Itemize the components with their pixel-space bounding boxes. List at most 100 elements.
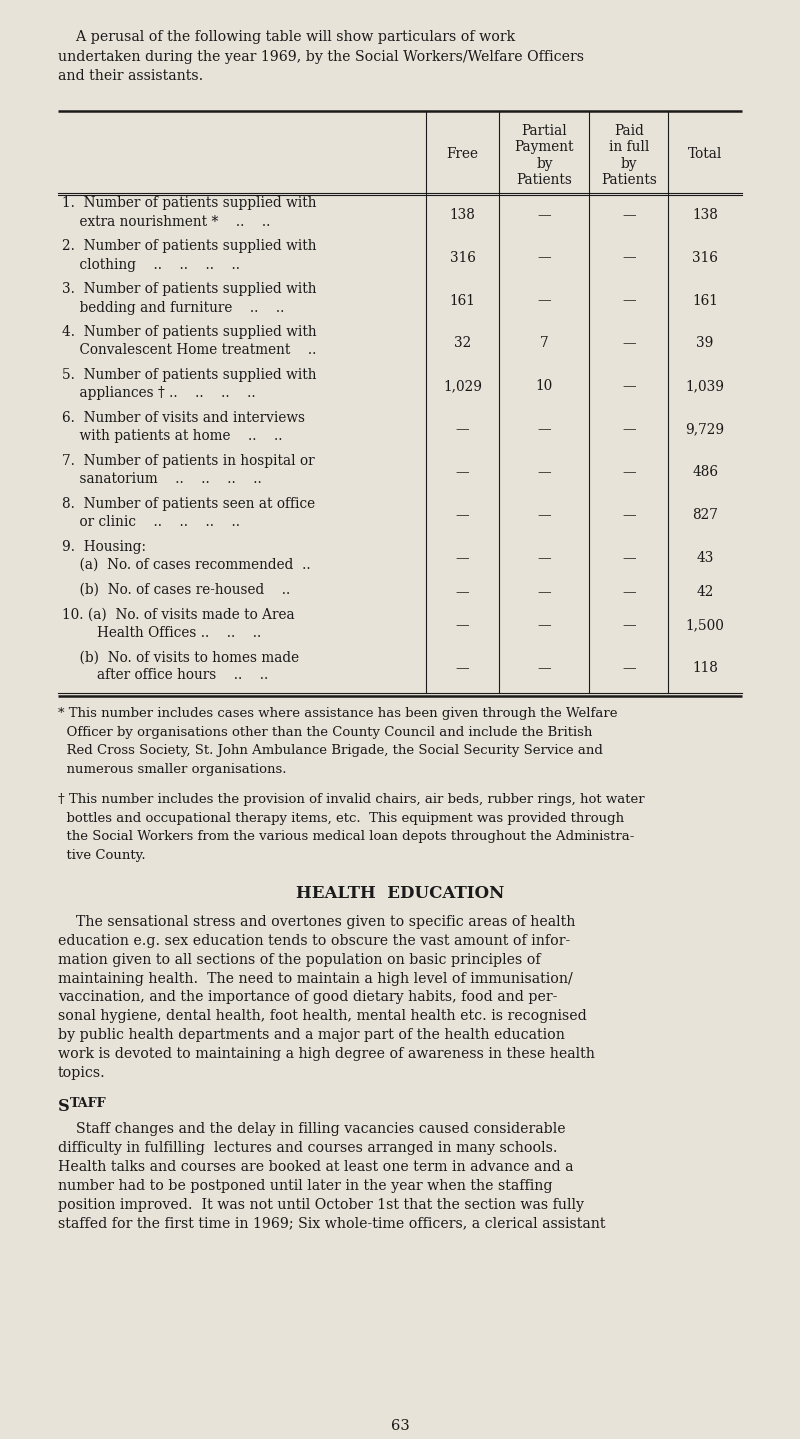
Text: —: — xyxy=(622,294,636,308)
Text: the Social Workers from the various medical loan depots throughout the Administr: the Social Workers from the various medi… xyxy=(58,830,634,843)
Text: sonal hygiene, dental health, foot health, mental health etc. is recognised: sonal hygiene, dental health, foot healt… xyxy=(58,1009,586,1023)
Text: staffed for the first time in 1969; Six whole-time officers, a clerical assistan: staffed for the first time in 1969; Six … xyxy=(58,1216,606,1230)
Text: or clinic    ..    ..    ..    ..: or clinic .. .. .. .. xyxy=(62,515,240,530)
Text: numerous smaller organisations.: numerous smaller organisations. xyxy=(58,763,286,776)
Text: —: — xyxy=(456,662,470,675)
Text: 1,029: 1,029 xyxy=(443,380,482,393)
Text: after office hours    ..    ..: after office hours .. .. xyxy=(62,668,268,682)
Text: bedding and furniture    ..    ..: bedding and furniture .. .. xyxy=(62,301,284,315)
Text: 10. (a)  No. of visits made to Area: 10. (a) No. of visits made to Area xyxy=(62,607,294,622)
Text: 1,039: 1,039 xyxy=(686,380,725,393)
Text: A perusal of the following table will show particulars of work: A perusal of the following table will sh… xyxy=(58,30,515,45)
Text: 32: 32 xyxy=(454,337,471,351)
Text: —: — xyxy=(456,465,470,479)
Text: Payment: Payment xyxy=(514,140,574,154)
Text: —: — xyxy=(622,551,636,566)
Text: * This number includes cases where assistance has been given through the Welfare: * This number includes cases where assis… xyxy=(58,707,618,720)
Text: 7.  Number of patients in hospital or: 7. Number of patients in hospital or xyxy=(62,453,314,468)
Text: 5.  Number of patients supplied with: 5. Number of patients supplied with xyxy=(62,368,317,383)
Text: —: — xyxy=(622,250,636,265)
Text: clothing    ..    ..    ..    ..: clothing .. .. .. .. xyxy=(62,258,240,272)
Text: 7: 7 xyxy=(540,337,549,351)
Text: 4.  Number of patients supplied with: 4. Number of patients supplied with xyxy=(62,325,317,340)
Text: difficulty in fulfilling  lectures and courses arranged in many schools.: difficulty in fulfilling lectures and co… xyxy=(58,1141,558,1156)
Text: 316: 316 xyxy=(450,250,475,265)
Text: 6.  Number of visits and interviews: 6. Number of visits and interviews xyxy=(62,412,305,425)
Text: appliances † ..    ..    ..    ..: appliances † .. .. .. .. xyxy=(62,386,256,400)
Text: —: — xyxy=(538,294,551,308)
Text: HEALTH  EDUCATION: HEALTH EDUCATION xyxy=(296,885,504,902)
Text: Health talks and courses are booked at least one term in advance and a: Health talks and courses are booked at l… xyxy=(58,1160,574,1174)
Text: 486: 486 xyxy=(692,465,718,479)
Text: in full: in full xyxy=(609,140,649,154)
Text: —: — xyxy=(456,422,470,436)
Text: Partial: Partial xyxy=(522,124,567,138)
Text: with patients at home    ..    ..: with patients at home .. .. xyxy=(62,429,282,443)
Text: —: — xyxy=(622,662,636,675)
Text: number had to be postponed until later in the year when the staffing: number had to be postponed until later i… xyxy=(58,1179,553,1193)
Text: —: — xyxy=(622,380,636,393)
Text: —: — xyxy=(538,662,551,675)
Text: education e.g. sex education tends to obscure the vast amount of infor-: education e.g. sex education tends to ob… xyxy=(58,934,570,948)
Text: —: — xyxy=(538,551,551,566)
Text: —: — xyxy=(622,619,636,633)
Text: —: — xyxy=(456,551,470,566)
Text: —: — xyxy=(622,422,636,436)
Text: —: — xyxy=(456,584,470,599)
Text: (b)  No. of visits to homes made: (b) No. of visits to homes made xyxy=(62,650,299,665)
Text: tive County.: tive County. xyxy=(58,849,146,862)
Text: Health Offices ..    ..    ..: Health Offices .. .. .. xyxy=(62,626,262,639)
Text: Officer by organisations other than the County Council and include the British: Officer by organisations other than the … xyxy=(58,725,592,738)
Text: —: — xyxy=(538,207,551,222)
Text: topics.: topics. xyxy=(58,1065,106,1079)
Text: —: — xyxy=(538,465,551,479)
Text: S: S xyxy=(58,1098,70,1115)
Text: 39: 39 xyxy=(696,337,714,351)
Text: extra nourishment *    ..    ..: extra nourishment * .. .. xyxy=(62,214,270,229)
Text: 43: 43 xyxy=(696,551,714,566)
Text: 42: 42 xyxy=(696,584,714,599)
Text: undertaken during the year 1969, by the Social Workers/Welfare Officers: undertaken during the year 1969, by the … xyxy=(58,49,584,63)
Text: maintaining health.  The need to maintain a high level of immunisation/: maintaining health. The need to maintain… xyxy=(58,971,573,986)
Text: 9,729: 9,729 xyxy=(686,422,725,436)
Text: position improved.  It was not until October 1st that the section was fully: position improved. It was not until Octo… xyxy=(58,1197,584,1212)
Text: by: by xyxy=(621,157,637,170)
Text: Patients: Patients xyxy=(516,173,572,187)
Text: —: — xyxy=(622,508,636,522)
Text: vaccination, and the importance of good dietary habits, food and per-: vaccination, and the importance of good … xyxy=(58,990,558,1004)
Text: —: — xyxy=(456,508,470,522)
Text: mation given to all sections of the population on basic principles of: mation given to all sections of the popu… xyxy=(58,953,541,967)
Text: 10: 10 xyxy=(536,380,553,393)
Text: —: — xyxy=(538,508,551,522)
Text: Patients: Patients xyxy=(601,173,657,187)
Text: Total: Total xyxy=(688,148,722,161)
Text: and their assistants.: and their assistants. xyxy=(58,69,203,83)
Text: Staff changes and the delay in filling vacancies caused considerable: Staff changes and the delay in filling v… xyxy=(58,1122,566,1137)
Text: —: — xyxy=(622,584,636,599)
Text: 9.  Housing:: 9. Housing: xyxy=(62,540,146,554)
Text: 63: 63 xyxy=(390,1419,410,1433)
Text: TAFF: TAFF xyxy=(70,1098,106,1111)
Text: The sensational stress and overtones given to specific areas of health: The sensational stress and overtones giv… xyxy=(58,915,575,930)
Text: —: — xyxy=(622,207,636,222)
Text: bottles and occupational therapy items, etc.  This equipment was provided throug: bottles and occupational therapy items, … xyxy=(58,812,624,825)
Text: Convalescent Home treatment    ..: Convalescent Home treatment .. xyxy=(62,344,316,357)
Text: 1,500: 1,500 xyxy=(686,619,725,633)
Text: —: — xyxy=(538,250,551,265)
Text: 161: 161 xyxy=(692,294,718,308)
Text: by: by xyxy=(536,157,553,170)
Text: 161: 161 xyxy=(450,294,475,308)
Text: Red Cross Society, St. John Ambulance Brigade, the Social Security Service and: Red Cross Society, St. John Ambulance Br… xyxy=(58,744,603,757)
Text: 3.  Number of patients supplied with: 3. Number of patients supplied with xyxy=(62,282,317,296)
Text: Paid: Paid xyxy=(614,124,644,138)
Text: —: — xyxy=(538,619,551,633)
Text: work is devoted to maintaining a high degree of awareness in these health: work is devoted to maintaining a high de… xyxy=(58,1046,595,1061)
Text: (b)  No. of cases re-housed    ..: (b) No. of cases re-housed .. xyxy=(62,583,290,597)
Text: by public health departments and a major part of the health education: by public health departments and a major… xyxy=(58,1027,565,1042)
Text: —: — xyxy=(622,465,636,479)
Text: 138: 138 xyxy=(450,207,475,222)
Text: 8.  Number of patients seen at office: 8. Number of patients seen at office xyxy=(62,496,315,511)
Text: Free: Free xyxy=(446,148,478,161)
Text: 2.  Number of patients supplied with: 2. Number of patients supplied with xyxy=(62,239,317,253)
Text: 118: 118 xyxy=(692,662,718,675)
